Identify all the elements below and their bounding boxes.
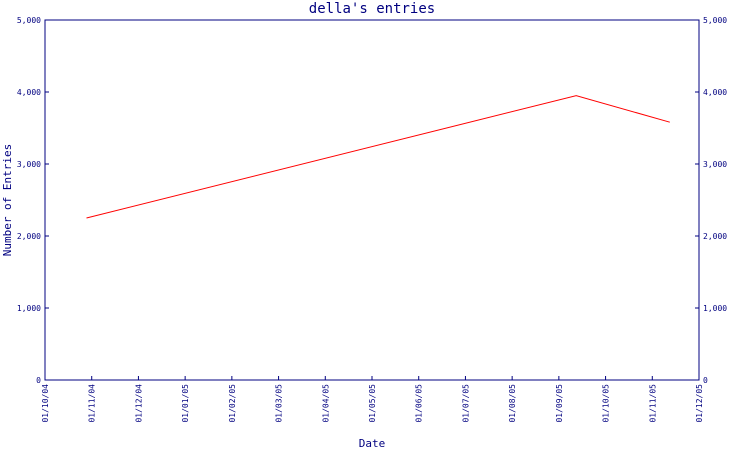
x-tick-label: 01/05/05 (368, 384, 377, 423)
y-tick-label-left: 5,000 (17, 16, 41, 25)
plot-area (44, 19, 700, 381)
x-tick-label: 01/09/05 (555, 384, 564, 423)
x-tick-label: 01/06/05 (415, 384, 424, 423)
x-tick-label: 01/04/05 (321, 384, 330, 423)
y-axis-left-ticks: 0 1,000 2,000 3,000 4,000 5,000 (17, 16, 49, 385)
chart-title: della's entries (309, 1, 435, 17)
x-tick-label: 01/10/04 (41, 384, 50, 423)
x-tick-label: 01/12/05 (695, 384, 704, 423)
x-tick-label: 01/07/05 (461, 384, 470, 423)
x-tick-label: 01/01/05 (181, 384, 190, 423)
y-tick-label-right: 5,000 (703, 16, 727, 25)
series-layer (86, 95, 670, 219)
x-tick-label: 01/12/04 (134, 384, 143, 423)
y-tick-label-right: 3,000 (703, 160, 727, 169)
series-line (86, 95, 670, 219)
y-tick-label-left: 4,000 (17, 88, 41, 97)
y-axis-label: Number of Entries (1, 144, 14, 257)
y-tick-label-right: 4,000 (703, 88, 727, 97)
x-axis-label: Date (359, 437, 386, 450)
y-tick-label-left: 1,000 (17, 304, 41, 313)
y-tick-label-left: 0 (36, 376, 41, 385)
y-tick-label-left: 2,000 (17, 232, 41, 241)
x-tick-label: 01/02/05 (228, 384, 237, 423)
y-tick-label-right: 0 (703, 376, 708, 385)
x-tick-label: 01/08/05 (508, 384, 517, 423)
y-tick-label-right: 2,000 (703, 232, 727, 241)
y-tick-label-left: 3,000 (17, 160, 41, 169)
x-tick-label: 01/10/05 (602, 384, 611, 423)
x-tick-label: 01/11/05 (648, 384, 657, 423)
y-axis-right-ticks: 0 1,000 2,000 3,000 4,000 5,000 (695, 16, 727, 385)
x-tick-label: 01/11/04 (88, 384, 97, 423)
x-tick-label: 01/03/05 (275, 384, 284, 423)
y-tick-label-right: 1,000 (703, 304, 727, 313)
x-axis-ticks: 01/10/04 01/11/04 01/12/04 01/01/05 01/02/05… (41, 376, 704, 423)
